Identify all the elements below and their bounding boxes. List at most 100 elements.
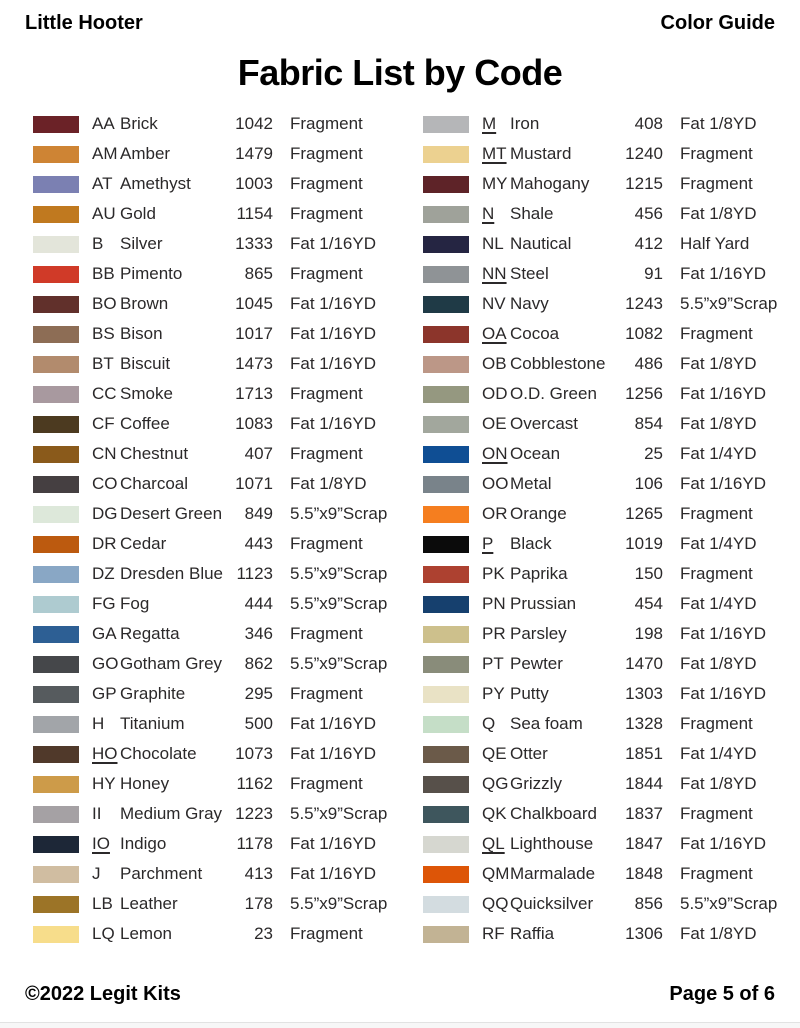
fabric-quantity: Fat 1/16YD — [290, 234, 376, 253]
fabric-row: OE Overcast 854 Fat 1/8YD — [423, 409, 780, 439]
fabric-name: Parsley — [510, 624, 567, 643]
fabric-quantity: 5.5”x9”Scrap — [290, 654, 388, 673]
fabric-row: BS Bison 1017 Fat 1/16YD — [33, 319, 390, 349]
fabric-color-swatch — [423, 385, 469, 403]
fabric-number: 1851 — [625, 744, 663, 763]
fabric-row: DZ Dresden Blue 1123 5.5”x9”Scrap — [33, 559, 390, 589]
fabric-quantity: Fat 1/8YD — [680, 354, 757, 373]
fabric-color-swatch — [423, 265, 469, 283]
fabric-quantity: Fat 1/16YD — [290, 324, 376, 343]
fabric-code: QK — [482, 804, 507, 823]
fabric-quantity: Fat 1/8YD — [680, 924, 757, 943]
fabric-row: LQ Lemon 23 Fragment — [33, 919, 390, 949]
fabric-quantity: Fragment — [290, 624, 363, 643]
fabric-code: CN — [92, 444, 117, 463]
fabric-color-swatch — [33, 835, 79, 853]
fabric-quantity: Fat 1/16YD — [290, 864, 376, 883]
fabric-color-swatch — [423, 445, 469, 463]
fabric-name: Black — [510, 534, 552, 553]
fabric-row: J Parchment 413 Fat 1/16YD — [33, 859, 390, 889]
fabric-color-swatch — [33, 895, 79, 913]
fabric-color-swatch — [33, 355, 79, 373]
fabric-row: OD O.D. Green 1256 Fat 1/16YD — [423, 379, 780, 409]
fabric-quantity: Fragment — [680, 144, 753, 163]
fabric-number: 500 — [244, 714, 273, 733]
fabric-number: 856 — [634, 894, 663, 913]
fabric-number: 443 — [244, 534, 273, 553]
fabric-name: Regatta — [120, 624, 180, 643]
fabric-number: 413 — [244, 864, 273, 883]
fabric-color-swatch — [33, 115, 79, 133]
fabric-code: QM — [482, 864, 510, 883]
fabric-quantity: Fat 1/16YD — [290, 744, 376, 763]
fabric-code: B — [92, 234, 104, 253]
fabric-row: PT Pewter 1470 Fat 1/8YD — [423, 649, 780, 679]
fabric-number: 1333 — [235, 234, 273, 253]
fabric-row: RF Raffia 1306 Fat 1/8YD — [423, 919, 780, 949]
fabric-row: II Medium Gray 1223 5.5”x9”Scrap — [33, 799, 390, 829]
fabric-code: LQ — [92, 924, 115, 943]
fabric-code: AA — [92, 114, 115, 133]
fabric-number: 865 — [244, 264, 273, 283]
fabric-row: QE Otter 1851 Fat 1/4YD — [423, 739, 780, 769]
fabric-row: M Iron 408 Fat 1/8YD — [423, 109, 780, 139]
fabric-row: NV Navy 1243 5.5”x9”Scrap — [423, 289, 780, 319]
fabric-color-swatch — [423, 715, 469, 733]
fabric-quantity: Fragment — [290, 534, 363, 553]
fabric-name: Cobblestone — [510, 354, 606, 373]
fabric-name: Metal — [510, 474, 552, 493]
fabric-name: Shale — [510, 204, 554, 223]
fabric-quantity: Fat 1/16YD — [290, 714, 376, 733]
fabric-code: MY — [482, 174, 508, 193]
fabric-code: BS — [92, 324, 115, 343]
fabric-quantity: Fat 1/16YD — [680, 834, 766, 853]
fabric-quantity: Fat 1/4YD — [680, 444, 757, 463]
fabric-column-left: AA Brick 1042 Fragment AM Amber 1479 Fra… — [33, 109, 390, 949]
fabric-quantity: Fragment — [290, 684, 363, 703]
fabric-code: OO — [482, 474, 509, 493]
fabric-code: GO — [92, 654, 119, 673]
fabric-name: Overcast — [510, 414, 579, 433]
fabric-name: Iron — [510, 114, 540, 133]
fabric-color-swatch — [33, 325, 79, 343]
fabric-number: 849 — [244, 504, 273, 523]
fabric-quantity: Fat 1/4YD — [680, 744, 757, 763]
fabric-number: 412 — [634, 234, 663, 253]
fabric-quantity: Fragment — [290, 444, 363, 463]
fabric-name: Leather — [120, 894, 178, 913]
fabric-row: QQ Quicksilver 856 5.5”x9”Scrap — [423, 889, 780, 919]
fabric-row: BT Biscuit 1473 Fat 1/16YD — [33, 349, 390, 379]
fabric-color-swatch — [33, 295, 79, 313]
fabric-number: 346 — [244, 624, 273, 643]
fabric-name: Raffia — [510, 924, 555, 943]
fabric-name: Indigo — [120, 834, 167, 853]
fabric-number: 1178 — [236, 834, 273, 853]
fabric-code: GA — [92, 624, 117, 643]
fabric-code: MT — [482, 144, 507, 163]
fabric-number: 1042 — [235, 114, 273, 133]
fabric-row: QM Marmalade 1848 Fragment — [423, 859, 780, 889]
fabric-number: 25 — [644, 444, 663, 463]
fabric-number: 1265 — [625, 504, 663, 523]
fabric-number: 444 — [244, 594, 273, 613]
fabric-row: PY Putty 1303 Fat 1/16YD — [423, 679, 780, 709]
fabric-color-swatch — [423, 205, 469, 223]
fabric-name: Pimento — [120, 264, 183, 283]
fabric-row: AU Gold 1154 Fragment — [33, 199, 390, 229]
fabric-color-swatch — [423, 685, 469, 703]
fabric-name: Brick — [120, 114, 158, 133]
project-name: Little Hooter — [25, 12, 143, 34]
fabric-quantity: Fragment — [680, 174, 753, 193]
fabric-quantity: 5.5”x9”Scrap — [290, 564, 388, 583]
fabric-number: 1019 — [625, 534, 663, 553]
fabric-number: 1844 — [625, 774, 663, 793]
fabric-code: QE — [482, 744, 507, 763]
fabric-name: Lemon — [120, 924, 172, 943]
fabric-row: PR Parsley 198 Fat 1/16YD — [423, 619, 780, 649]
fabric-code: IO — [92, 834, 110, 853]
fabric-name: Graphite — [120, 684, 186, 703]
fabric-name: O.D. Green — [510, 384, 597, 403]
fabric-number: 1154 — [236, 204, 273, 223]
fabric-number: 1303 — [625, 684, 663, 703]
copyright: ©2022 Legit Kits — [25, 983, 181, 1005]
